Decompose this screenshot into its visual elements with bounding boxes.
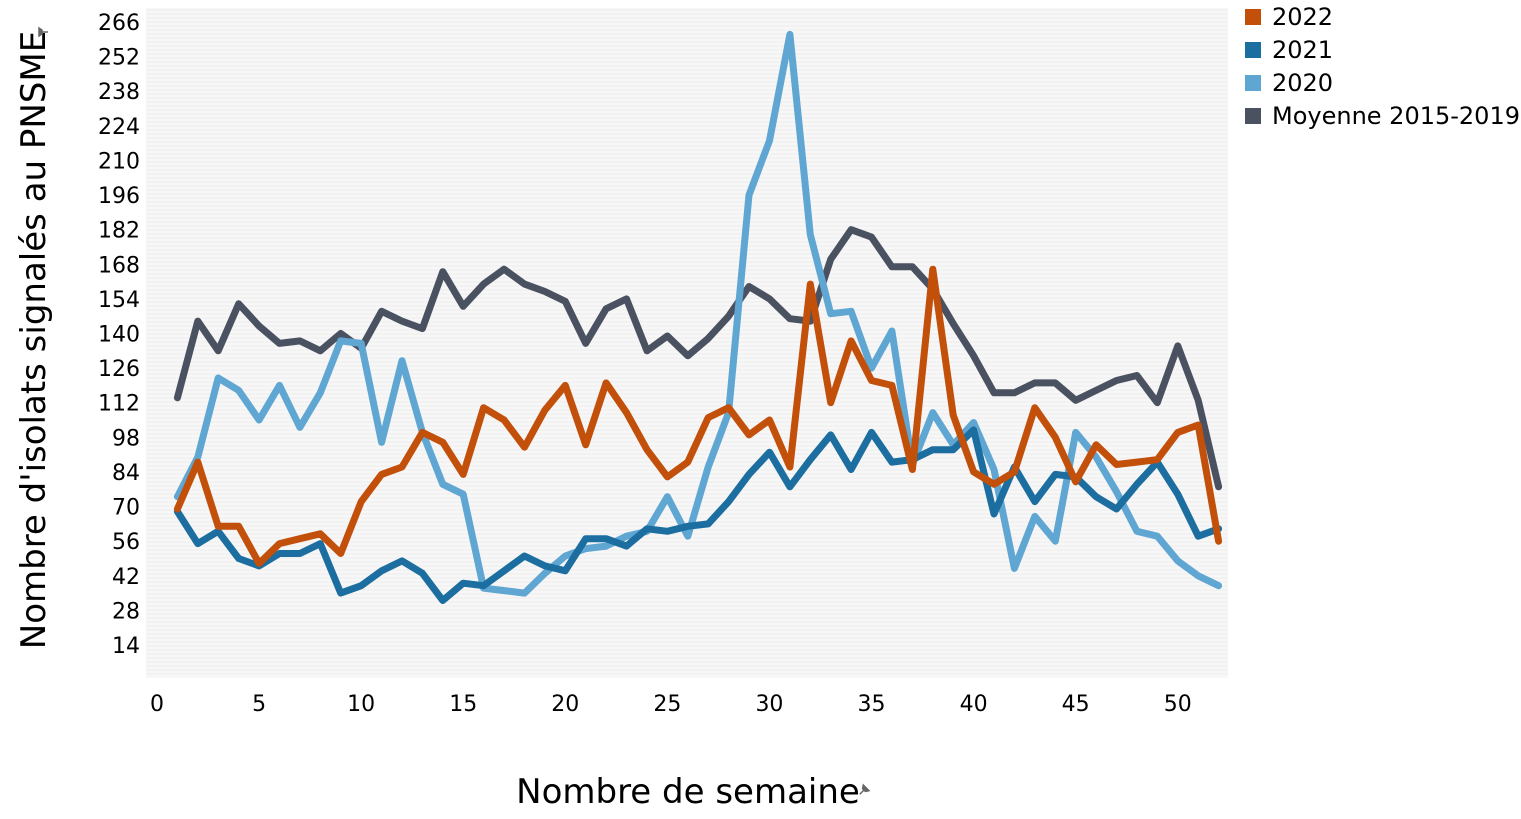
y-axis-pin-icon bbox=[38, 26, 48, 38]
legend-swatch bbox=[1245, 108, 1261, 124]
legend-label: 2021 bbox=[1272, 36, 1333, 64]
y-tick-label: 238 bbox=[98, 80, 140, 105]
series-lines bbox=[173, 30, 1223, 604]
x-tick-label: 15 bbox=[449, 692, 477, 717]
legend-swatch bbox=[1245, 9, 1261, 25]
x-tick-label: 45 bbox=[1062, 692, 1090, 717]
legend-label: 2022 bbox=[1272, 3, 1333, 31]
series-line-2021 bbox=[173, 426, 1223, 604]
x-axis-label: Nombre de semaine bbox=[516, 772, 860, 812]
y-tick-label: 42 bbox=[112, 565, 140, 590]
series-line-2022 bbox=[173, 265, 1223, 567]
x-tick-label: 30 bbox=[755, 692, 783, 717]
y-tick-label: 14 bbox=[112, 634, 140, 659]
x-axis-pin-icon bbox=[859, 783, 871, 795]
y-tick-label: 84 bbox=[112, 461, 140, 486]
y-axis-label: Nombre d'isolats signalés au PNSME bbox=[14, 31, 54, 649]
y-tick-label: 98 bbox=[112, 426, 140, 451]
x-tick-label: 10 bbox=[347, 692, 375, 717]
legend: 2022 2021 2020 Moyenne 2015-2019 bbox=[1245, 3, 1520, 130]
legend-swatch bbox=[1245, 42, 1261, 58]
legend-swatch bbox=[1245, 75, 1261, 91]
legend-label: Moyenne 2015-2019 bbox=[1272, 102, 1520, 130]
x-tick-label: 50 bbox=[1164, 692, 1192, 717]
x-axis-ticks: 0 5 10 15 20 25 30 35 40 45 50 bbox=[150, 692, 1192, 717]
legend-label: 2020 bbox=[1272, 69, 1333, 97]
y-tick-label: 140 bbox=[98, 323, 140, 348]
y-tick-label: 252 bbox=[98, 46, 140, 71]
y-tick-label: 56 bbox=[112, 530, 140, 555]
y-axis-ticks: 14 28 42 56 70 84 98 112 126 140 154 168 182 196 210 22… bbox=[98, 11, 140, 659]
y-tick-label: 182 bbox=[98, 219, 140, 244]
x-tick-label: 35 bbox=[858, 692, 886, 717]
y-tick-label: 210 bbox=[98, 149, 140, 174]
y-tick-label: 224 bbox=[98, 115, 140, 140]
x-tick-label: 0 bbox=[150, 692, 164, 717]
x-tick-label: 40 bbox=[960, 692, 988, 717]
y-tick-label: 196 bbox=[98, 184, 140, 209]
x-tick-label: 20 bbox=[551, 692, 579, 717]
y-tick-label: 126 bbox=[98, 357, 140, 382]
y-tick-label: 112 bbox=[98, 392, 140, 417]
x-tick-label: 5 bbox=[252, 692, 266, 717]
y-tick-label: 154 bbox=[98, 288, 140, 313]
series-line-2020 bbox=[173, 30, 1223, 597]
y-tick-label: 266 bbox=[98, 11, 140, 36]
y-tick-label: 70 bbox=[112, 496, 140, 521]
y-tick-label: 28 bbox=[112, 599, 140, 624]
x-tick-label: 25 bbox=[653, 692, 681, 717]
y-tick-label: 168 bbox=[98, 253, 140, 278]
